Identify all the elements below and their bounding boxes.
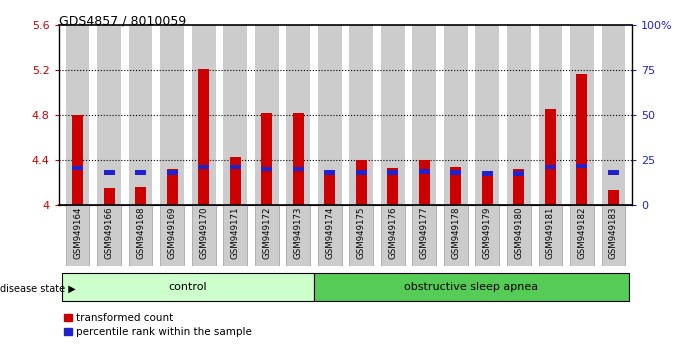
FancyBboxPatch shape xyxy=(350,205,373,266)
Bar xyxy=(419,169,430,174)
Bar xyxy=(324,171,335,205)
Bar xyxy=(293,167,304,171)
Text: disease state ▶: disease state ▶ xyxy=(0,284,76,293)
Bar xyxy=(104,188,115,205)
Bar xyxy=(97,25,121,205)
Bar xyxy=(356,170,367,175)
Bar xyxy=(261,167,272,171)
FancyBboxPatch shape xyxy=(507,205,531,266)
Bar xyxy=(350,25,373,205)
Bar xyxy=(223,25,247,205)
Text: GSM949166: GSM949166 xyxy=(104,206,113,259)
Bar xyxy=(66,25,89,205)
Text: obstructive sleep apnea: obstructive sleep apnea xyxy=(404,282,538,292)
Bar xyxy=(482,174,493,205)
Text: GSM949179: GSM949179 xyxy=(483,206,492,259)
Bar xyxy=(286,25,310,205)
FancyBboxPatch shape xyxy=(97,205,121,266)
Bar xyxy=(104,170,115,175)
FancyBboxPatch shape xyxy=(381,205,405,266)
Text: GSM949169: GSM949169 xyxy=(168,206,177,259)
Text: GSM949164: GSM949164 xyxy=(73,206,82,259)
FancyBboxPatch shape xyxy=(286,205,310,266)
FancyBboxPatch shape xyxy=(318,205,341,266)
Text: GSM949170: GSM949170 xyxy=(199,206,208,259)
Bar xyxy=(356,160,367,205)
Text: GSM949182: GSM949182 xyxy=(578,206,587,259)
Bar xyxy=(513,171,524,176)
Text: GSM949174: GSM949174 xyxy=(325,206,334,259)
Bar xyxy=(507,25,531,205)
Bar xyxy=(602,25,625,205)
FancyBboxPatch shape xyxy=(413,205,436,266)
FancyBboxPatch shape xyxy=(223,205,247,266)
FancyBboxPatch shape xyxy=(160,205,184,266)
Bar xyxy=(387,168,398,205)
Bar xyxy=(451,167,462,205)
Text: GSM949173: GSM949173 xyxy=(294,206,303,259)
Bar xyxy=(538,25,562,205)
Text: GSM949175: GSM949175 xyxy=(357,206,366,259)
Bar xyxy=(419,160,430,205)
Legend: transformed count, percentile rank within the sample: transformed count, percentile rank withi… xyxy=(64,313,252,337)
Text: GDS4857 / 8010059: GDS4857 / 8010059 xyxy=(59,14,186,27)
FancyBboxPatch shape xyxy=(314,273,629,301)
Text: GSM949168: GSM949168 xyxy=(136,206,145,259)
Bar xyxy=(198,165,209,169)
Text: GSM949180: GSM949180 xyxy=(514,206,523,259)
FancyBboxPatch shape xyxy=(538,205,562,266)
FancyBboxPatch shape xyxy=(570,205,594,266)
Bar xyxy=(324,170,335,175)
Text: GSM949177: GSM949177 xyxy=(419,206,429,259)
Bar xyxy=(135,187,146,205)
Bar xyxy=(482,171,493,176)
Bar xyxy=(570,25,594,205)
Bar xyxy=(387,170,398,175)
FancyBboxPatch shape xyxy=(66,205,89,266)
Bar xyxy=(129,25,153,205)
FancyBboxPatch shape xyxy=(602,205,625,266)
Text: control: control xyxy=(169,282,207,292)
Bar xyxy=(318,25,341,205)
Text: GSM949181: GSM949181 xyxy=(546,206,555,259)
Bar xyxy=(135,170,146,175)
FancyBboxPatch shape xyxy=(62,273,314,301)
Bar xyxy=(192,25,216,205)
Bar xyxy=(160,25,184,205)
Bar xyxy=(261,113,272,205)
Bar xyxy=(545,165,556,169)
Bar xyxy=(451,170,462,175)
Text: GSM949176: GSM949176 xyxy=(388,206,397,259)
Bar xyxy=(545,109,556,205)
Bar xyxy=(198,69,209,205)
Bar xyxy=(72,166,83,170)
Bar xyxy=(475,25,499,205)
Text: GSM949171: GSM949171 xyxy=(231,206,240,259)
Bar xyxy=(413,25,436,205)
Bar xyxy=(381,25,405,205)
Bar xyxy=(513,169,524,205)
Text: GSM949172: GSM949172 xyxy=(262,206,272,259)
Bar xyxy=(608,189,619,205)
Bar xyxy=(576,74,587,205)
FancyBboxPatch shape xyxy=(444,205,468,266)
FancyBboxPatch shape xyxy=(129,205,153,266)
FancyBboxPatch shape xyxy=(255,205,278,266)
Bar xyxy=(608,170,619,175)
Bar xyxy=(293,113,304,205)
Bar xyxy=(167,169,178,205)
Bar xyxy=(167,170,178,175)
Bar xyxy=(255,25,278,205)
Bar xyxy=(72,115,83,205)
Text: GSM949183: GSM949183 xyxy=(609,206,618,259)
Bar xyxy=(229,165,240,169)
FancyBboxPatch shape xyxy=(475,205,499,266)
Bar xyxy=(229,157,240,205)
Bar xyxy=(444,25,468,205)
FancyBboxPatch shape xyxy=(192,205,216,266)
Bar xyxy=(576,164,587,168)
Text: GSM949178: GSM949178 xyxy=(451,206,460,259)
